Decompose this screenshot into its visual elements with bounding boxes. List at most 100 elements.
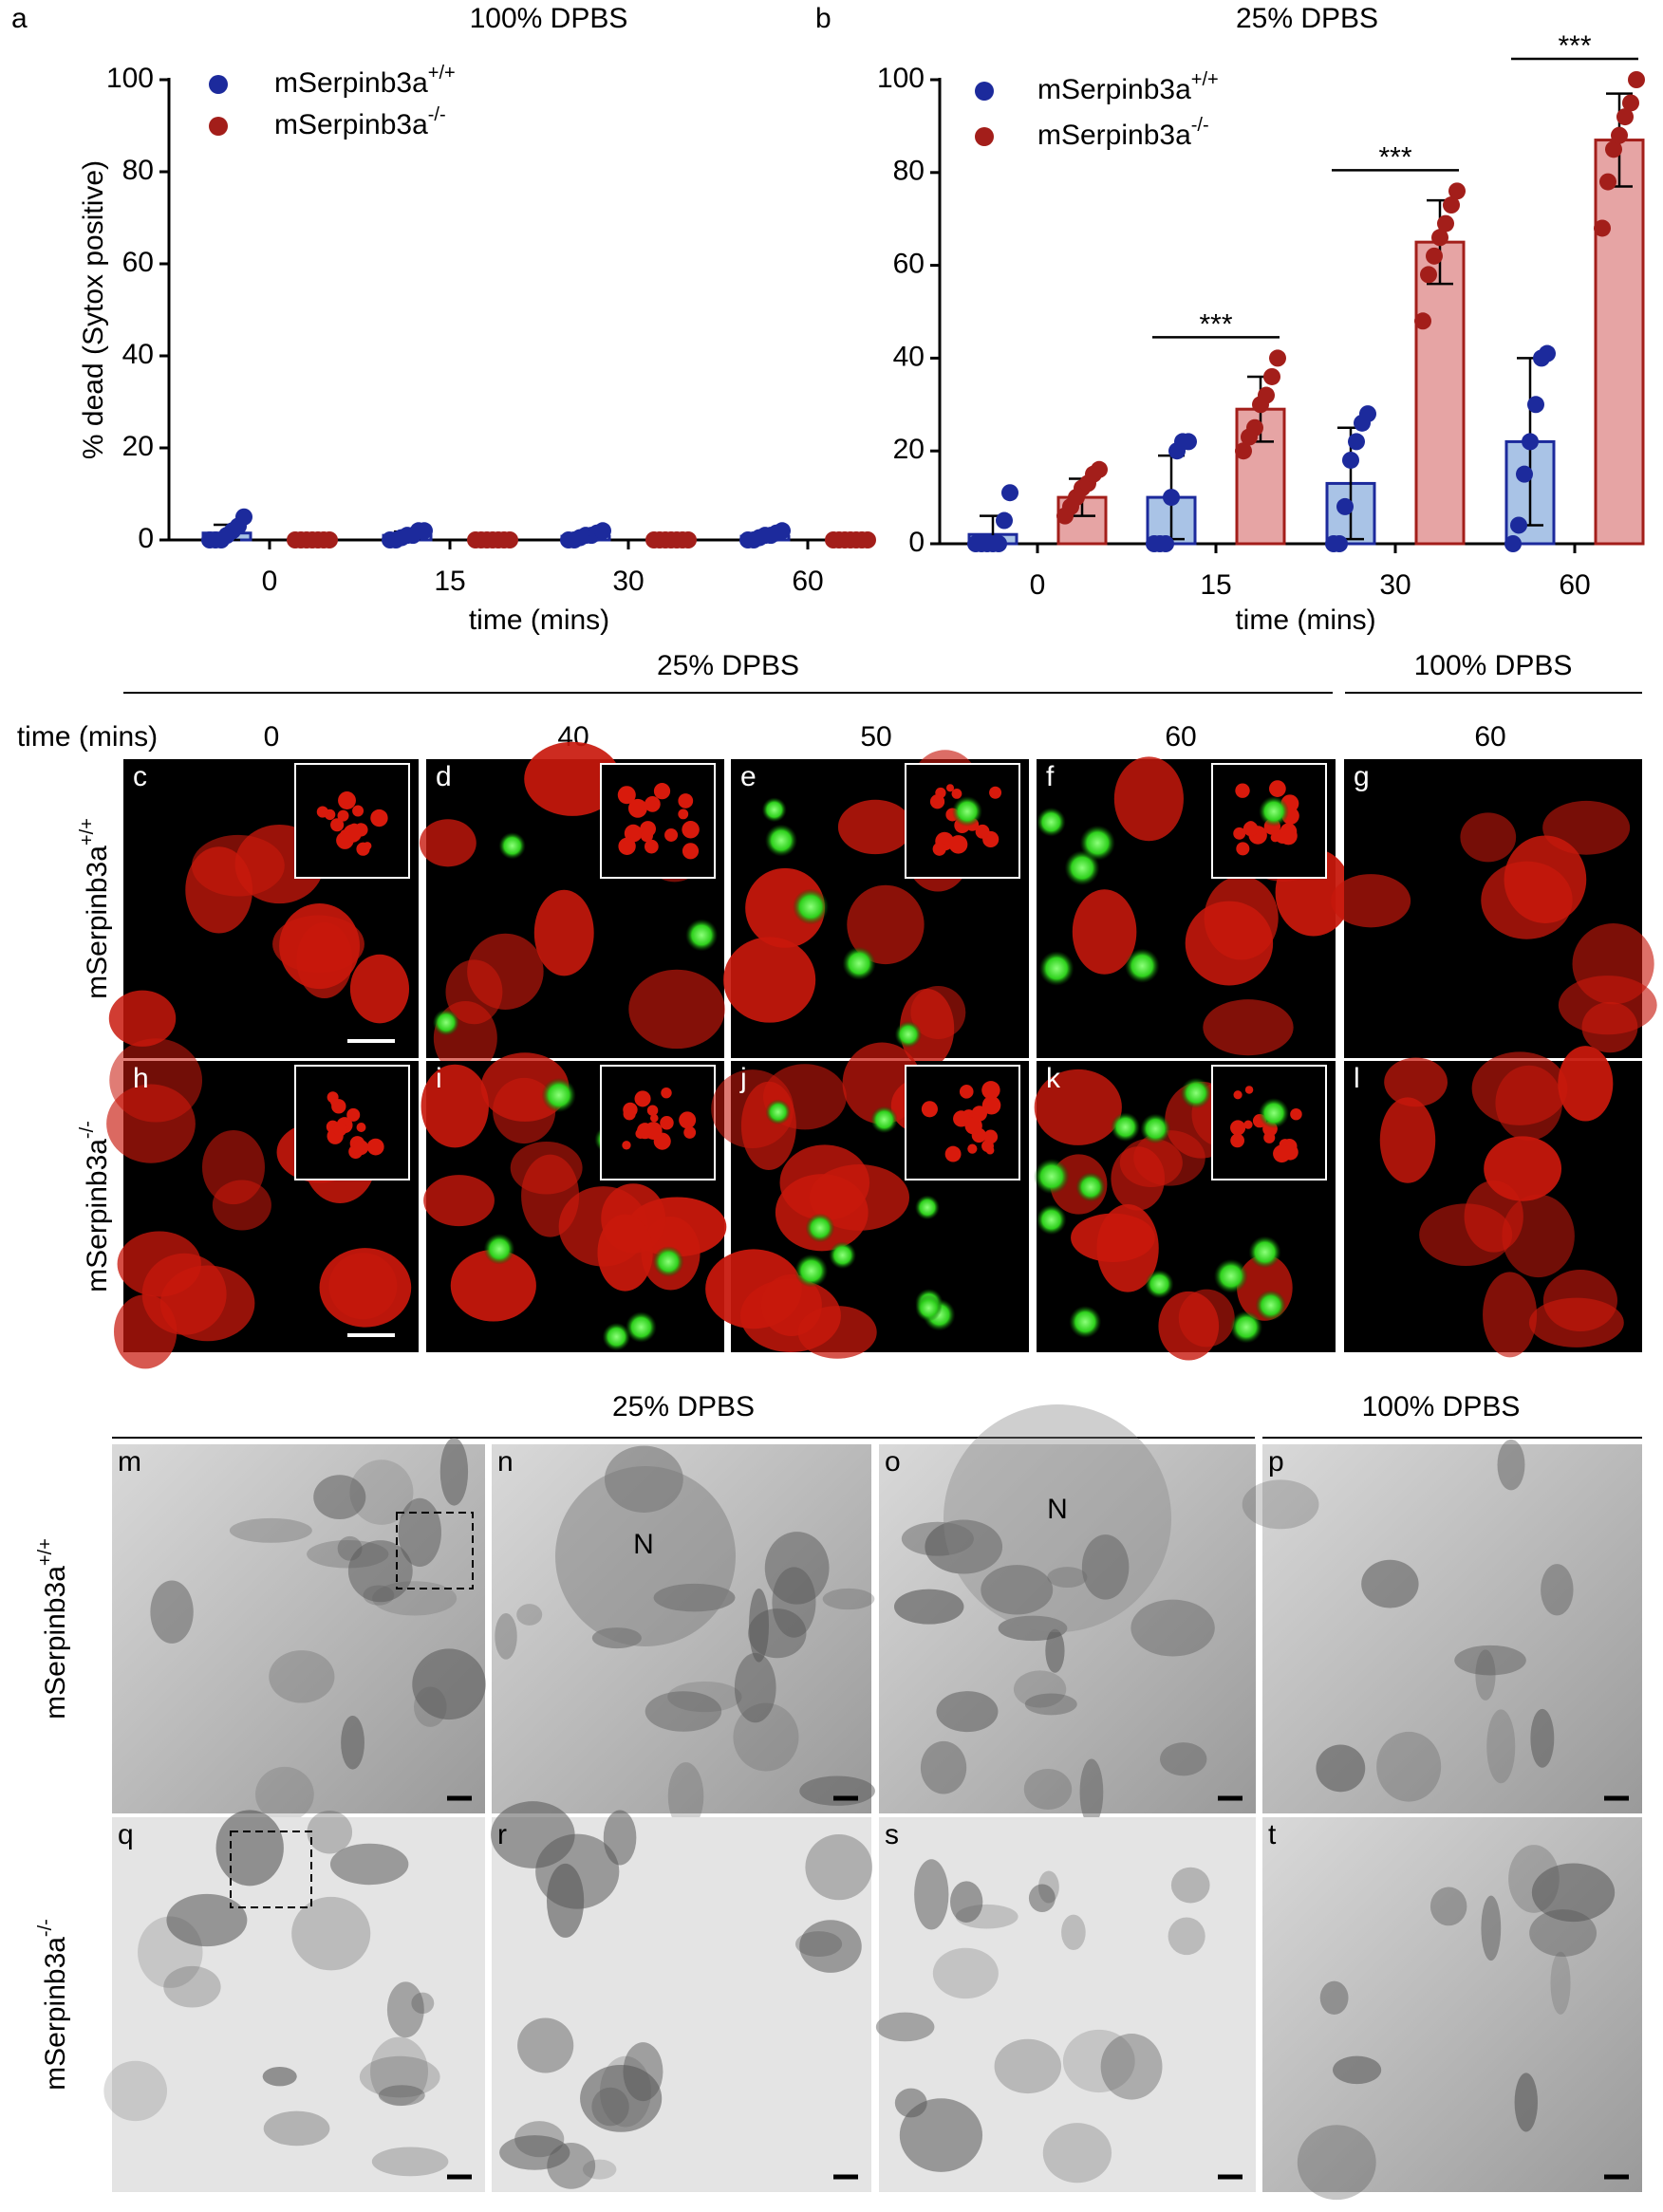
organelle bbox=[1481, 1895, 1502, 1961]
name: mSerpinb3a bbox=[274, 109, 428, 140]
cell bbox=[1071, 1213, 1155, 1262]
panel-letter: c bbox=[133, 761, 147, 792]
panel-letter: a bbox=[11, 3, 28, 34]
nucleus-stain bbox=[1036, 1204, 1067, 1236]
data-point bbox=[1426, 247, 1443, 265]
nucleus-stain bbox=[1145, 1269, 1174, 1299]
data-point bbox=[1539, 344, 1556, 362]
inset-granule bbox=[1230, 1133, 1245, 1148]
data-point bbox=[1091, 460, 1108, 478]
inset-granule bbox=[989, 786, 1002, 799]
y-tick-label: 60 bbox=[893, 249, 925, 280]
x-tick-label: 30 bbox=[1379, 569, 1411, 601]
cell bbox=[1034, 1069, 1122, 1145]
cell bbox=[1471, 1051, 1568, 1125]
inset bbox=[294, 763, 410, 879]
name: mSerpinb3a bbox=[40, 1937, 71, 2091]
inset-granule bbox=[921, 1101, 938, 1118]
panel-letter: o bbox=[885, 1446, 901, 1478]
data-point bbox=[594, 522, 611, 540]
organelle bbox=[734, 1652, 776, 1723]
inset-granule bbox=[679, 1111, 697, 1129]
organelle bbox=[535, 1833, 620, 1909]
superscript: -/- bbox=[428, 104, 446, 125]
inset-granule bbox=[971, 1106, 987, 1122]
cell bbox=[837, 799, 913, 855]
data-point bbox=[996, 511, 1013, 530]
inset-granule bbox=[678, 809, 689, 820]
inset-granule bbox=[627, 798, 647, 818]
legend-marker bbox=[975, 127, 994, 146]
inset-granule bbox=[660, 1116, 674, 1130]
organelle bbox=[733, 1702, 799, 1772]
nucleus bbox=[944, 1404, 1171, 1632]
cell bbox=[1504, 835, 1587, 923]
inset-granule bbox=[985, 1145, 995, 1155]
data-point bbox=[1616, 108, 1634, 126]
inset bbox=[600, 1065, 716, 1180]
data-point bbox=[1516, 465, 1533, 483]
organelle bbox=[439, 1438, 469, 1506]
organelle bbox=[291, 1896, 371, 1971]
data-point bbox=[1246, 418, 1263, 437]
organelle bbox=[499, 2135, 570, 2170]
y-tick-label: 100 bbox=[106, 63, 154, 94]
nucleus-label: N bbox=[633, 1529, 654, 1560]
nucleus-stain bbox=[1111, 1112, 1140, 1143]
cell bbox=[185, 846, 253, 934]
name: mSerpinb3a bbox=[40, 1566, 71, 1719]
organelle bbox=[994, 2038, 1062, 2094]
cell bbox=[797, 1306, 877, 1359]
cell bbox=[597, 1214, 653, 1292]
inset-granule bbox=[953, 1110, 970, 1127]
data-point bbox=[235, 508, 252, 526]
y-axis-label: % dead (Sytox positive) bbox=[78, 160, 109, 459]
nucleus-stain bbox=[1036, 807, 1066, 837]
panel-letter: e bbox=[740, 761, 757, 792]
organelle bbox=[1531, 1863, 1616, 1923]
organelle bbox=[580, 2064, 663, 2132]
nucleus-stain bbox=[1229, 1310, 1263, 1344]
organelle bbox=[163, 1965, 221, 2008]
nucleus-stain bbox=[602, 1322, 631, 1351]
y-tick-label: 80 bbox=[893, 156, 925, 187]
organelle bbox=[1530, 1708, 1555, 1768]
inset-granule bbox=[951, 788, 962, 799]
nucleus-stain bbox=[625, 1311, 657, 1343]
data-point bbox=[859, 531, 876, 548]
y-tick-label: 20 bbox=[122, 431, 154, 462]
chart-title: 25% DPBS bbox=[1236, 3, 1378, 34]
inset-granule bbox=[1236, 842, 1250, 856]
y-tick-label: 40 bbox=[122, 339, 154, 370]
time-label: time (mins) bbox=[17, 721, 158, 753]
cell bbox=[1528, 1297, 1624, 1348]
y-tick-label: 20 bbox=[893, 434, 925, 465]
inset-granule bbox=[1233, 1090, 1243, 1100]
organelle bbox=[623, 2042, 663, 2102]
inset-granule bbox=[352, 805, 364, 817]
organelle bbox=[411, 1992, 435, 2015]
organelle bbox=[329, 1843, 409, 1886]
superscript: +/+ bbox=[77, 818, 98, 846]
x-tick-label: 0 bbox=[262, 566, 278, 597]
data-point bbox=[416, 522, 433, 540]
data-point bbox=[1157, 535, 1174, 552]
cell bbox=[847, 884, 925, 965]
organelle bbox=[1242, 1479, 1319, 1530]
cell bbox=[108, 990, 177, 1047]
data-point bbox=[501, 531, 518, 548]
data-point bbox=[1522, 433, 1539, 451]
data-point bbox=[1414, 312, 1431, 330]
inset-granule bbox=[337, 809, 349, 822]
inset-nucleus bbox=[952, 796, 982, 827]
inset-granule bbox=[366, 1138, 384, 1156]
inset-granule bbox=[644, 839, 659, 854]
data-point bbox=[1622, 94, 1639, 112]
panel-letter: d bbox=[436, 761, 452, 792]
nucleus-stain bbox=[432, 1009, 460, 1036]
legend-marker bbox=[975, 82, 994, 101]
inset-granule bbox=[1263, 1131, 1276, 1143]
inset-granule bbox=[634, 1090, 651, 1107]
cell bbox=[745, 867, 826, 948]
time-value: 60 bbox=[1474, 721, 1505, 753]
